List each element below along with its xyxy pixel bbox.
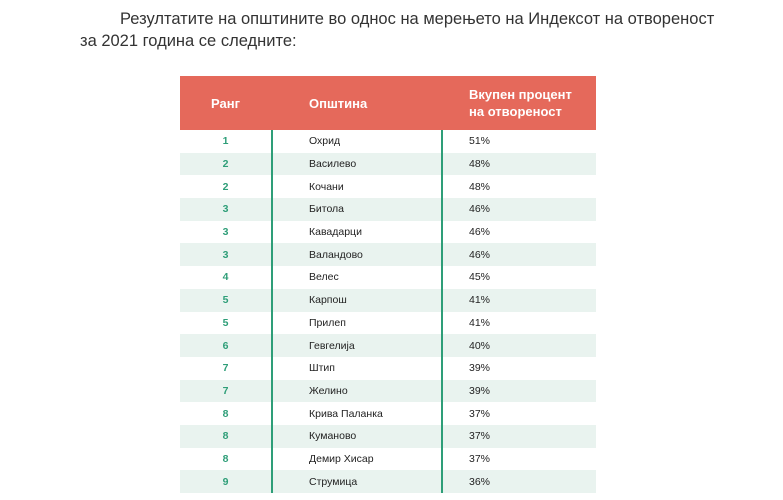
table-row: 5 Прилеп 41% (180, 312, 596, 335)
table-row: 6 Гевгелија 40% (180, 334, 596, 357)
table-row: 3 Валандово 46% (180, 243, 596, 267)
municipality-cell: Битола (309, 203, 345, 216)
municipality-cell: Желино (309, 384, 348, 397)
rank-cell: 9 (222, 475, 229, 488)
rank-cell: 7 (222, 362, 229, 375)
rank-cell: 2 (222, 158, 229, 171)
header-municipality: Општина (309, 95, 368, 111)
table-row: 3 Битола 46% (180, 198, 596, 221)
rank-cell: 3 (222, 226, 229, 239)
table-row: 4 Велес 45% (180, 266, 596, 289)
municipality-cell: Василево (309, 158, 357, 171)
rank-cell: 2 (222, 180, 229, 193)
percent-cell: 37% (469, 452, 491, 465)
rank-cell: 1 (222, 135, 229, 148)
column-divider-2 (441, 130, 443, 493)
table-row: 7 Штип 39% (180, 357, 596, 380)
intro-line-2: за 2021 година се следните: (80, 32, 297, 50)
table-row: 8 Куманово 37% (180, 424, 596, 448)
municipality-cell: Кавадарци (309, 226, 362, 239)
openness-index-table: Ранг Општина Вкупен процент на отворенос… (180, 76, 596, 493)
intro-paragraph: Резултатите на општините во однос на мер… (80, 8, 720, 52)
municipality-cell: Струмица (309, 475, 358, 488)
municipality-cell: Куманово (309, 430, 357, 443)
municipality-cell: Карпош (309, 294, 347, 307)
percent-cell: 51% (469, 135, 491, 148)
municipality-cell: Велес (309, 271, 339, 284)
percent-cell: 41% (469, 294, 491, 307)
percent-cell: 48% (469, 180, 491, 193)
percent-cell: 37% (469, 430, 491, 443)
percent-cell: 39% (469, 384, 491, 397)
percent-cell: 39% (469, 362, 491, 375)
municipality-cell: Штип (309, 362, 335, 375)
municipality-cell: Прилеп (309, 316, 346, 329)
municipality-cell: Валандово (309, 248, 363, 261)
percent-cell: 40% (469, 339, 491, 352)
percent-cell: 46% (469, 203, 491, 216)
column-divider-1 (271, 130, 273, 493)
municipality-cell: Кочани (309, 180, 344, 193)
rank-cell: 3 (222, 203, 229, 216)
table-row: 8 Крива Паланка 37% (180, 402, 596, 425)
rank-cell: 3 (222, 248, 229, 261)
rank-cell: 8 (222, 452, 229, 465)
table-row: 1 Охрид 51% (180, 130, 596, 153)
rank-cell: 4 (222, 271, 229, 284)
percent-cell: 37% (469, 407, 491, 420)
rank-cell: 5 (222, 316, 229, 329)
table-row: 2 Кочани 48% (180, 175, 596, 198)
municipality-cell: Крива Паланка (309, 407, 383, 420)
rank-cell: 6 (222, 339, 229, 352)
header-percent: Вкупен процент на отвореност (469, 87, 572, 119)
percent-cell: 48% (469, 158, 491, 171)
percent-cell: 46% (469, 248, 491, 261)
header-rank: Ранг (211, 95, 240, 111)
municipality-cell: Охрид (309, 135, 341, 148)
municipality-cell: Гевгелија (309, 339, 355, 352)
table-header-row: Ранг Општина Вкупен процент на отворенос… (180, 76, 596, 130)
rank-cell: 8 (222, 430, 229, 443)
table-row: 9 Струмица 36% (180, 470, 596, 493)
percent-cell: 41% (469, 316, 491, 329)
percent-cell: 36% (469, 475, 491, 488)
intro-line-1: Резултатите на општините во однос на мер… (120, 10, 715, 28)
rank-cell: 5 (222, 294, 229, 307)
rank-cell: 7 (222, 384, 229, 397)
table-row: 7 Желино 39% (180, 379, 596, 403)
table-row: 5 Карпош 41% (180, 288, 596, 312)
percent-cell: 45% (469, 271, 491, 284)
rank-cell: 8 (222, 407, 229, 420)
percent-cell: 46% (469, 226, 491, 239)
table-row: 8 Демир Хисар 37% (180, 448, 596, 471)
table-row: 3 Кавадарци 46% (180, 221, 596, 244)
table-body: 1 Охрид 51% 2 Василево 48% 2 Кочани 48% 3 Битола 46… (180, 130, 596, 493)
municipality-cell: Демир Хисар (309, 452, 374, 465)
table-row: 2 Василево 48% (180, 152, 596, 176)
